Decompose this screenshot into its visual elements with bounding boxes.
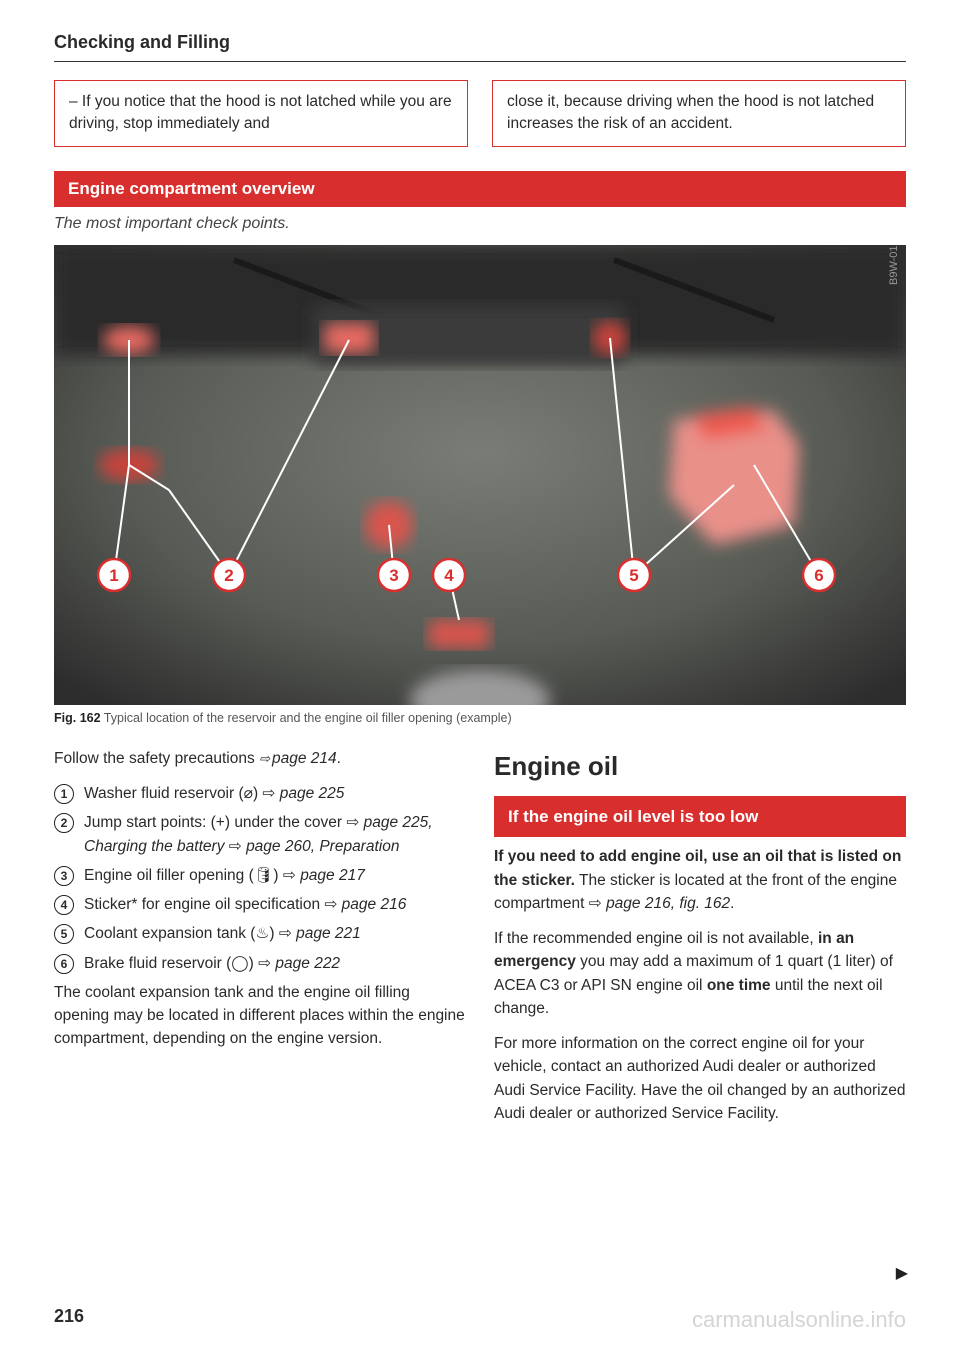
callout-text: Brake fluid reservoir (◯) ⇨ page 222 [84,952,466,975]
engine-oil-banner: If the engine oil level is too low [494,796,906,838]
callout-number-circle: 2 [54,813,74,833]
page-header: Checking and Filling [54,32,906,62]
callout-item: 6 Brake fluid reservoir (◯) ⇨ page 222 [54,952,466,975]
right-p2: If the recommended engine oil is not ava… [494,927,906,1020]
callout-item: 3 Engine oil filler opening (🛢) ⇨ page 21… [54,864,466,887]
engine-oil-heading: Engine oil [494,747,906,786]
callout-item: 2 Jump start points: (+) under the cover … [54,811,466,858]
continue-arrow-icon: ▶ [896,1263,908,1283]
right-p3: For more information on the correct engi… [494,1032,906,1125]
watermark-text: carmanualsonline.info [692,1307,906,1333]
warning-box-right: close it, because driving when the hood … [492,80,906,147]
svg-text:3: 3 [389,566,398,585]
engine-compartment-figure: B9W-0175 1 2 3 4 5 6 [54,245,906,705]
page-ref: page 214 [259,750,337,767]
left-intro: Follow the safety precautions page 214. [54,747,466,770]
section-subtitle: The most important check points. [54,215,906,233]
figure-caption-bold: Fig. 162 [54,711,101,725]
callout-item: 4 Sticker* for engine oil specification ⇨… [54,893,466,916]
callout-number-circle: 6 [54,954,74,974]
section-banner-overview: Engine compartment overview [54,171,906,207]
callout-item: 5 Coolant expansion tank (♨) ⇨ page 221 [54,922,466,945]
right-column: Engine oil If the engine oil level is to… [494,747,906,1137]
left-column: Follow the safety precautions page 214. … [54,747,466,1137]
page-number: 216 [54,1306,84,1327]
callout-number-circle: 4 [54,895,74,915]
callout-text: Coolant expansion tank (♨) ⇨ page 221 [84,922,466,945]
svg-text:4: 4 [444,566,454,585]
body-columns: Follow the safety precautions page 214. … [54,747,906,1137]
callout-list: 1 Washer fluid reservoir (⌀) ⇨ page 225 2J… [54,782,466,975]
callout-text: Jump start points: (+) under the cover ⇨… [84,811,466,858]
svg-text:1: 1 [109,566,118,585]
svg-text:2: 2 [224,566,233,585]
warning-row: – If you notice that the hood is not lat… [54,80,906,147]
figure-label-ref: B9W-0175 [888,245,900,285]
left-closing: The coolant expansion tank and the engin… [54,981,466,1051]
warning-box-left: – If you notice that the hood is not lat… [54,80,468,147]
callout-item: 1 Washer fluid reservoir (⌀) ⇨ page 225 [54,782,466,805]
svg-text:5: 5 [629,566,638,585]
callout-number-circle: 3 [54,866,74,886]
right-p1: If you need to add engine oil, use an oi… [494,845,906,915]
callout-number-circle: 1 [54,784,74,804]
svg-text:6: 6 [814,566,823,585]
page-header-title: Checking and Filling [54,32,230,52]
figure-caption: Fig. 162 Typical location of the reservo… [54,711,906,725]
callout-text: Washer fluid reservoir (⌀) ⇨ page 225 [84,782,466,805]
callout-text: Engine oil filler opening (🛢) ⇨ page 217 [84,864,466,887]
callout-number-circle: 5 [54,924,74,944]
callout-text: Sticker* for engine oil specification ⇨ … [84,893,466,916]
